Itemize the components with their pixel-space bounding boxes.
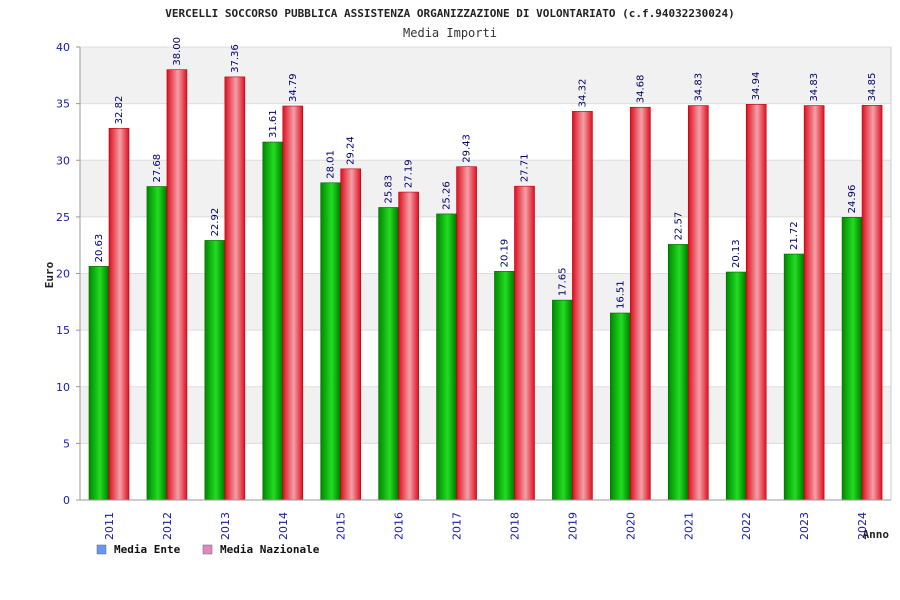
x-tick-label: 2017: [451, 512, 464, 540]
bar-media-nazionale-2020: [630, 106, 651, 501]
data-label: 34.32: [577, 79, 588, 108]
data-label: 34.79: [288, 73, 299, 102]
bar-media-ente-2022: [725, 271, 747, 501]
y-tick-label: 10: [56, 381, 70, 394]
data-label: 34.83: [693, 73, 704, 102]
bars: 20.63 32.82 27.68 38.00 22.92 37.36 31.61 34.79…: [88, 37, 883, 501]
bar-media-ente-2011: [88, 266, 110, 501]
y-tick-label: 0: [63, 494, 70, 507]
bar-media-ente-2023: [783, 253, 805, 501]
chart-title: VERCELLI SOCCORSO PUBBLICA ASSISTENZA OR…: [165, 7, 735, 20]
data-label: 37.36: [230, 44, 241, 73]
y-tick-label: 35: [56, 98, 70, 111]
data-label: 34.68: [635, 75, 646, 104]
x-tick-label: 2024: [856, 512, 869, 540]
y-tick-label: 40: [56, 41, 70, 54]
grid-band: [80, 47, 891, 104]
legend-swatch-media-ente: [96, 544, 107, 555]
data-label: 29.43: [462, 134, 473, 163]
bar-media-nazionale-2018: [514, 185, 535, 501]
data-label: 25.83: [384, 175, 395, 204]
bar-media-nazionale-2019: [572, 111, 593, 501]
data-label: 28.01: [326, 150, 337, 179]
data-label: 25.26: [442, 181, 453, 210]
y-tick-label: 5: [63, 437, 70, 450]
legend: Media Ente Media Nazionale: [96, 543, 320, 556]
y-axis-label: Euro: [43, 261, 56, 288]
data-label: 20.19: [500, 239, 511, 268]
data-label: 31.61: [268, 109, 279, 138]
bar-media-ente-2014: [262, 141, 284, 501]
bar-media-ente-2017: [436, 213, 457, 501]
x-tick-label: 2016: [393, 512, 406, 540]
data-label: 27.71: [520, 154, 531, 183]
bar-media-nazionale-2023: [803, 105, 825, 501]
bar-media-ente-2012: [146, 186, 168, 501]
x-axis: 2011 2012 2013 2014 2015 2016 2017 2018 2019 2020…: [80, 499, 891, 540]
x-tick-label: 2019: [566, 512, 579, 540]
bar-media-nazionale-2017: [456, 166, 477, 501]
bar-media-nazionale-2011: [108, 128, 130, 501]
x-tick-label: 2023: [798, 512, 811, 540]
bar-media-ente-2020: [610, 312, 631, 501]
data-label: 29.24: [346, 136, 357, 165]
bar-media-ente-2016: [378, 207, 399, 501]
data-label: 22.92: [210, 208, 221, 237]
data-label: 22.57: [673, 212, 684, 241]
bar-media-ente-2019: [552, 299, 573, 501]
x-tick-label: 2018: [508, 512, 521, 540]
data-label: 16.51: [615, 280, 626, 309]
y-axis: 0 5 10 15 20 25 30 35 40: [56, 41, 81, 507]
x-tick-label: 2012: [161, 512, 174, 540]
plot-background: [80, 46, 892, 501]
bar-media-nazionale-2013: [224, 76, 246, 501]
data-label: 21.72: [789, 221, 800, 250]
grid-band: [80, 386, 891, 444]
grid-band: [80, 160, 891, 217]
y-tick-label: 30: [56, 154, 70, 167]
x-tick-label: 2014: [277, 512, 290, 540]
data-label: 27.19: [404, 159, 415, 188]
data-label: 34.83: [809, 73, 820, 102]
bar-media-ente-2024: [841, 217, 863, 501]
bar-media-ente-2021: [667, 244, 689, 501]
x-tick-label: 2022: [740, 512, 753, 540]
data-label: 34.85: [867, 73, 878, 102]
bar-media-ente-2015: [320, 182, 342, 501]
data-label: 34.94: [751, 72, 762, 101]
data-label: 17.65: [557, 267, 568, 296]
bar-media-nazionale-2015: [340, 168, 362, 501]
legend-label-media-nazionale: Media Nazionale: [220, 543, 320, 556]
data-label: 20.13: [731, 239, 742, 268]
x-tick-label: 2013: [219, 512, 232, 540]
y-tick-label: 20: [56, 268, 70, 281]
data-label: 20.63: [94, 234, 105, 263]
grid-band: [80, 273, 891, 331]
bar-media-ente-2013: [204, 240, 226, 501]
bar-media-nazionale-2012: [166, 69, 188, 501]
bar-media-nazionale-2024: [861, 105, 883, 501]
chart-subtitle: Media Importi: [403, 26, 497, 40]
x-tick-label: 2011: [103, 512, 116, 540]
x-tick-label: 2021: [682, 512, 695, 540]
data-label: 27.68: [152, 154, 163, 183]
x-tick-label: 2020: [624, 512, 637, 540]
x-tick-label: 2015: [335, 512, 348, 540]
bar-media-nazionale-2021: [687, 105, 709, 501]
data-label: 38.00: [172, 37, 183, 66]
data-label: 32.82: [114, 96, 125, 125]
bar-media-nazionale-2016: [398, 191, 419, 501]
bar-media-nazionale-2022: [745, 104, 767, 501]
y-tick-label: 15: [56, 324, 70, 337]
legend-label-media-ente: Media Ente: [114, 543, 181, 556]
legend-swatch-media-nazionale: [202, 544, 213, 555]
bar-media-nazionale-2014: [282, 105, 304, 501]
x-axis-label: Anno: [863, 528, 890, 541]
bar-media-ente-2018: [494, 271, 515, 501]
data-label: 24.96: [847, 185, 858, 214]
y-tick-label: 25: [56, 211, 70, 224]
